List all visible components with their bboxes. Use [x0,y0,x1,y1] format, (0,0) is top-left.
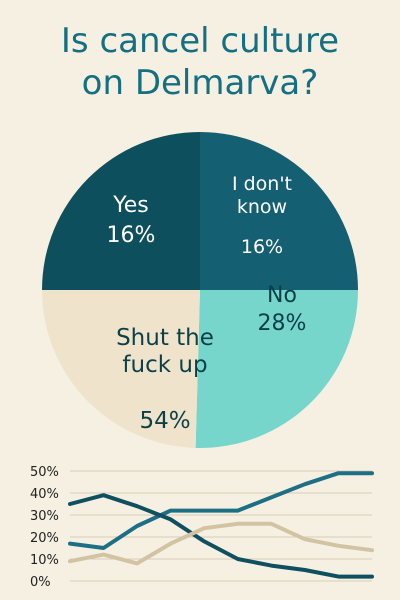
pie-label-dont-know: I don't [232,173,292,195]
pie-label-dont-know: know [237,196,287,218]
y-tick-label: 20% [30,531,59,546]
pie-slice-dont-know [200,132,358,290]
pie-label-no: No [267,283,297,308]
pie-value-no: 28% [258,311,307,336]
line-series-1 [68,471,374,550]
chart-title-line1: Is cancel culture [60,21,340,61]
pie-value-dont-know: 16% [241,236,283,258]
pie-slice-no [195,290,358,448]
y-tick-label: 50% [30,465,59,480]
y-tick-label: 40% [30,487,59,502]
chart-title-line2: on Delmarva? [81,63,319,103]
pie-slice-shut-up [42,290,200,448]
pie-value-yes: 16% [107,223,156,248]
line-series-3 [68,521,374,566]
y-tick-label: 30% [30,509,59,524]
chart-title: Is cancel culture on Delmarva? [0,20,400,104]
pie-label-yes: Yes [112,193,149,218]
pie-label-shut-up: fuck up [122,352,207,378]
y-tick-label: 0% [30,575,51,590]
pie-value-shut-up: 54% [139,408,190,434]
y-tick-label: 10% [30,553,59,568]
pie-slice-yes [42,132,200,290]
line-series-2 [68,493,374,579]
pie-label-shut-up: Shut the [116,325,214,351]
